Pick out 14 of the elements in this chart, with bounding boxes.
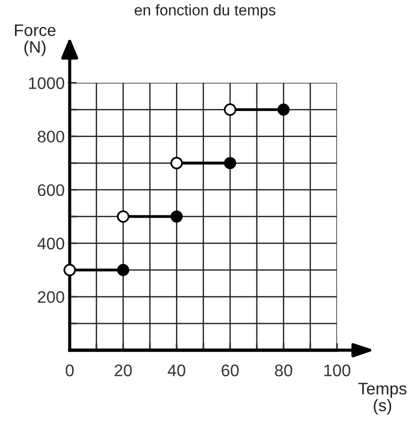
y-tick-label: 800 [38,130,64,143]
x-axis-title: Temps (s) [358,382,406,415]
x-tick-label: 40 [168,364,186,376]
y-axis-title: Force (N) [15,24,56,56]
y-tick-label: 1000 [29,77,64,90]
x-tick-label: 100 [324,364,350,376]
x-tick-label: 20 [114,364,132,376]
x-tick-label: 80 [275,364,292,376]
x-tick-label: 0 [66,364,74,376]
y-tick-label: 400 [37,238,64,250]
y-tick-label: 200 [38,291,64,303]
y-tick-label: 600 [38,184,64,196]
chart-title: en fonction du temps [134,4,276,18]
x-tick-label: 60 [222,364,239,376]
